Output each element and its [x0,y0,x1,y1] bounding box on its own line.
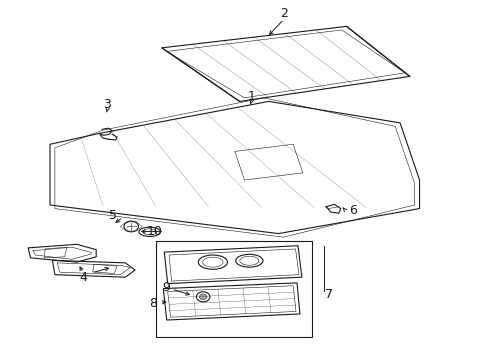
Text: 7: 7 [324,288,332,301]
Text: 6: 6 [349,204,357,217]
Text: 8: 8 [149,297,157,310]
Text: 5: 5 [109,209,117,222]
Text: 10: 10 [146,225,162,238]
Text: 2: 2 [279,8,287,21]
Text: 4: 4 [79,271,87,284]
Text: 9: 9 [162,282,169,294]
Circle shape [199,294,206,300]
Text: 1: 1 [247,90,255,103]
Text: 3: 3 [103,99,111,112]
